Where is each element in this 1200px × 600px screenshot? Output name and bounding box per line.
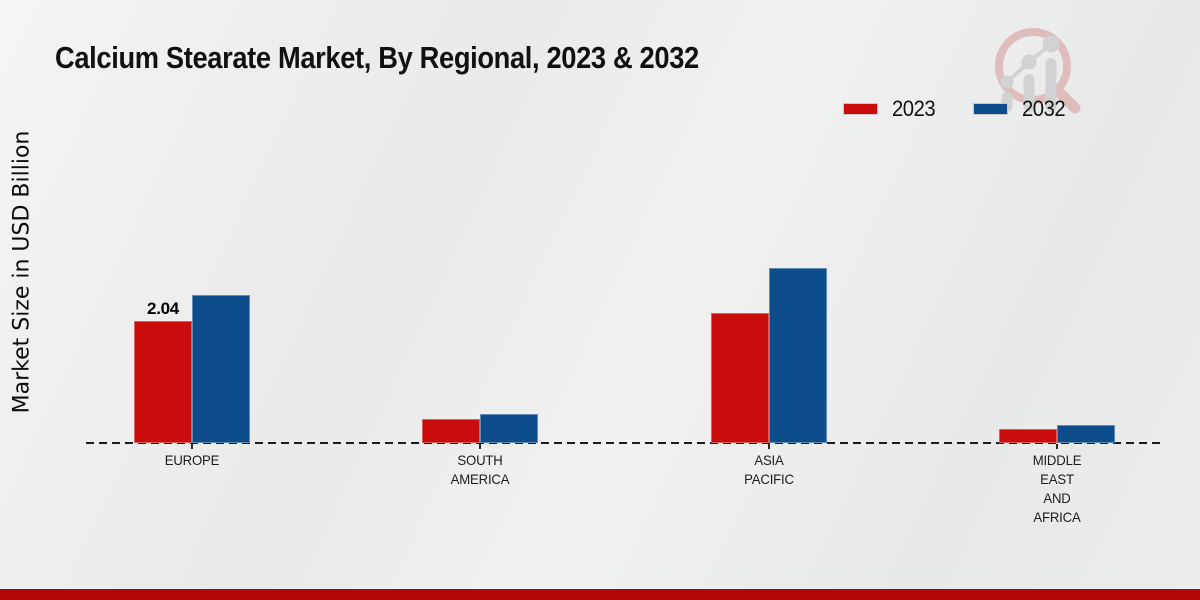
x-axis-tick-middle-east-and-africa [1056, 444, 1058, 449]
legend-label-2023: 2023 [892, 96, 936, 121]
x-axis-dashed-line [86, 442, 1164, 444]
bar-middle-east-and-africa-2032 [1057, 425, 1115, 443]
bar-europe-2032 [192, 295, 250, 443]
bar-middle-east-and-africa-2023 [999, 429, 1057, 443]
legend-item-2032: 2032 [972, 96, 1069, 122]
bar-south-america-2032 [480, 414, 538, 443]
legend-item-2023: 2023 [843, 96, 939, 122]
chart-title: Calcium Stearate Market, By Regional, 20… [55, 40, 699, 75]
x-axis-tick-asia-pacific [768, 444, 770, 449]
bottom-brand-band [0, 589, 1200, 600]
bar-asia-pacific-2032 [769, 268, 827, 443]
bar-south-america-2023 [422, 419, 480, 443]
category-label-middle-east-and-africa: MIDDLE EAST AND AFRICA [1032, 452, 1082, 525]
bar-europe-2023 [134, 321, 192, 443]
data-label-europe-2023: 2.04 [147, 299, 179, 318]
legend: 2023 2032 [843, 96, 1069, 122]
bar-asia-pacific-2023 [711, 313, 769, 443]
x-axis-tick-south-america [479, 444, 481, 449]
x-axis-tick-europe [191, 444, 193, 449]
legend-swatch-2023 [843, 103, 878, 115]
category-label-asia-pacific: ASIA PACIFIC [744, 452, 794, 487]
legend-swatch-2032 [972, 103, 1008, 115]
category-label-south-america: SOUTH AMERICA [450, 452, 510, 487]
legend-label-2032: 2032 [1021, 96, 1066, 121]
category-label-europe: EUROPE [164, 452, 220, 468]
